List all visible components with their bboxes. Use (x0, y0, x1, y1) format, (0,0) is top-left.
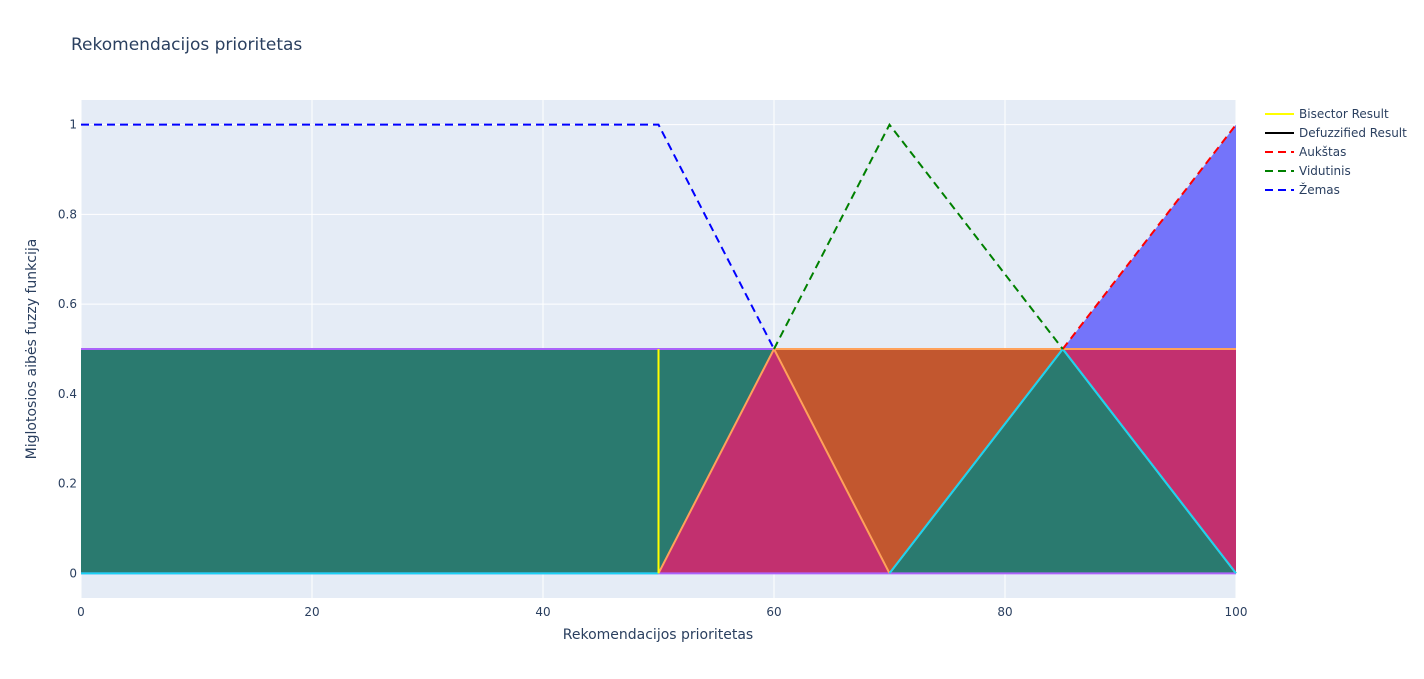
legend-item[interactable]: Defuzzified Result (1265, 126, 1407, 140)
y-tick-label: 0 (69, 566, 77, 580)
series-line (1061, 124, 1237, 350)
y-tick-label: 0.8 (58, 207, 77, 221)
legend-label: Defuzzified Result (1299, 126, 1407, 140)
y-tick-label: 0.4 (58, 387, 77, 401)
y-axis-title: Miglotosios aibės fuzzy funkcija (24, 239, 40, 460)
filled-region (658, 349, 890, 574)
legend-item[interactable]: Vidutinis (1265, 164, 1351, 178)
chart-title: Rekomendacijos prioritetas (71, 35, 302, 55)
x-tick-label: 60 (766, 605, 781, 619)
x-tick-label: 0 (77, 605, 85, 619)
legend-item[interactable]: Aukštas (1265, 145, 1346, 159)
x-tick-label: 80 (997, 605, 1012, 619)
y-tick-label: 0.2 (58, 477, 77, 491)
legend-label: Žemas (1299, 182, 1340, 197)
filled-region (774, 349, 1063, 574)
filled-region (81, 349, 774, 574)
y-tick-label: 0.6 (58, 297, 77, 311)
x-tick-label: 40 (535, 605, 550, 619)
legend[interactable]: Bisector Result Defuzzified Result Aukštas… (1265, 107, 1407, 197)
legend-item[interactable]: Bisector Result (1265, 107, 1389, 121)
x-axis-title: Rekomendacijos prioritetas (563, 627, 753, 643)
x-axis-ticks: 0 20 40 60 80 100 (77, 605, 1247, 619)
series-lines (81, 122, 1237, 574)
series-line (773, 122, 1064, 350)
y-axis-ticks: 0 0.2 0.4 0.6 0.8 1 (58, 118, 77, 581)
legend-label: Aukštas (1299, 145, 1346, 159)
series-line (81, 123, 775, 350)
y-tick-label: 1 (69, 118, 77, 132)
x-tick-label: 20 (304, 605, 319, 619)
filled-region (889, 349, 1236, 574)
legend-label: Bisector Result (1299, 107, 1389, 121)
legend-item[interactable]: Žemas (1265, 182, 1340, 197)
x-tick-label: 100 (1225, 605, 1248, 619)
legend-label: Vidutinis (1299, 164, 1351, 178)
